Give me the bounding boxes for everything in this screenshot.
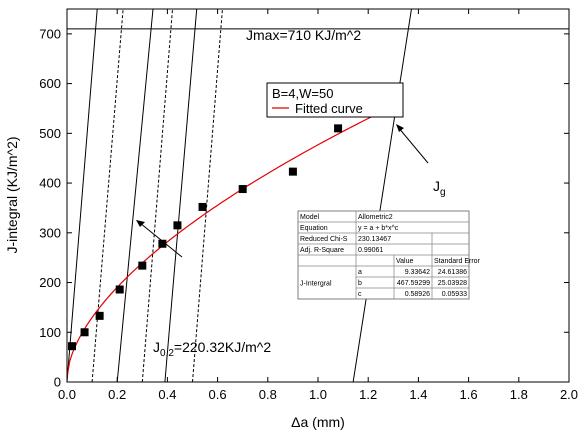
blunting-line xyxy=(67,9,98,382)
data-point xyxy=(288,167,297,176)
fit-table-row-value: y = a + b*x^c xyxy=(358,225,399,232)
y-tick-label: 100 xyxy=(39,325,61,340)
x-tick-label: 2.0 xyxy=(560,387,578,402)
x-tick-label: 1.6 xyxy=(460,387,478,402)
jg-label: Jg xyxy=(433,178,446,198)
jg-annotation: Jg xyxy=(396,124,446,198)
fit-table-param-error: 24.61386 xyxy=(438,269,467,276)
y-tick-label: 200 xyxy=(39,275,61,290)
y-axis-title: J-integral (KJ/m^2) xyxy=(4,136,20,253)
y-tick-label: 600 xyxy=(39,76,61,91)
fit-table-param-name: c xyxy=(358,291,362,298)
fit-table-param-name: b xyxy=(358,280,362,287)
x-tick-label: 1.8 xyxy=(510,387,528,402)
jg-sub: g xyxy=(440,187,446,198)
blunting-line xyxy=(352,9,412,382)
fit-table-header: Standard Error xyxy=(434,258,481,265)
fit-results-table: Model Allometric2 Equation y = a + b*x^c Red… xyxy=(297,210,481,300)
fit-table-row-value: 0.99061 xyxy=(358,247,383,254)
data-point xyxy=(238,185,247,194)
x-axis-title: Δa (mm) xyxy=(291,414,345,430)
axis-ticks: 0.0 0.2 0.4 0.6 0.8 1.0 1.2 1.4 1.6 1.8 2.0 0 100 200… xyxy=(39,9,578,402)
fit-table-param-name: a xyxy=(358,269,362,276)
x-tick-label: 1.2 xyxy=(359,387,377,402)
fit-table-header: Value xyxy=(396,258,413,265)
fit-table-param-value: 0.58926 xyxy=(405,291,430,298)
fit-table-param-value: 467.59299 xyxy=(397,280,430,287)
y-tick-label: 700 xyxy=(39,26,61,41)
jmax-label: Jmax=710 KJ/m^2 xyxy=(246,27,361,43)
j02-sub: 0.2 xyxy=(160,348,174,359)
blunting-line xyxy=(116,9,154,382)
data-point xyxy=(334,124,343,133)
fit-table-row-label: Equation xyxy=(300,225,328,232)
offset-line-dashed xyxy=(192,9,223,382)
blunting-line xyxy=(164,9,198,382)
legend-header: B=4,W=50 xyxy=(272,86,333,101)
fit-table-param-error: 0.05933 xyxy=(442,291,467,298)
y-tick-label: 500 xyxy=(39,126,61,141)
legend-fit-label: Fitted curve xyxy=(295,101,363,116)
j02-annotation: J0.2=220.32KJ/m^2 xyxy=(136,220,271,359)
legend-box xyxy=(266,82,404,118)
fit-table-row-label: Reduced Chi-S xyxy=(300,236,348,243)
x-tick-label: 0.8 xyxy=(259,387,277,402)
data-point xyxy=(158,239,167,248)
x-tick-label: 1.0 xyxy=(309,387,327,402)
fit-table-param-value: 9.33642 xyxy=(405,269,430,276)
data-point xyxy=(173,221,182,230)
legend: B=4,W=50 Fitted curve xyxy=(266,82,404,118)
jg-arrow-line xyxy=(397,126,429,164)
data-point xyxy=(115,285,124,294)
j02-arrow-head xyxy=(136,220,145,227)
j02-rest: =220.32KJ/m^2 xyxy=(174,339,271,355)
fit-table-param-error: 25.03928 xyxy=(438,280,467,287)
fit-layer xyxy=(67,105,394,378)
data-point xyxy=(68,342,77,351)
x-tick-label: 1.4 xyxy=(409,387,427,402)
j02-arrow-line xyxy=(139,222,183,258)
jg-main: J xyxy=(433,178,440,194)
j02-main: J xyxy=(153,339,160,355)
x-tick-label: 0.6 xyxy=(209,387,227,402)
offset-line-dashed xyxy=(141,9,174,382)
j02-label: J0.2=220.32KJ/m^2 xyxy=(153,339,271,359)
x-tick-label: 0.0 xyxy=(58,387,76,402)
fit-table-cell xyxy=(431,287,470,300)
x-tick-label: 0.2 xyxy=(108,387,126,402)
fit-table-row-label: Model xyxy=(300,214,320,221)
y-tick-label: 400 xyxy=(39,176,61,191)
data-point xyxy=(95,311,104,320)
fit-table-row-value: Allometric2 xyxy=(358,214,393,221)
jg-arrow-head xyxy=(396,124,404,132)
y-tick-label: 300 xyxy=(39,225,61,240)
x-tick-label: 0.4 xyxy=(158,387,176,402)
fitted-curve xyxy=(67,105,394,378)
data-point xyxy=(80,328,89,337)
fit-table-row-value: 230.13467 xyxy=(358,236,391,243)
fit-table-group-label: J-Intergral xyxy=(300,281,332,288)
data-point xyxy=(138,261,147,270)
y-tick-label: 0 xyxy=(54,375,61,390)
data-point xyxy=(198,202,207,211)
fit-table-row-label: Adj. R-Square xyxy=(300,247,344,254)
